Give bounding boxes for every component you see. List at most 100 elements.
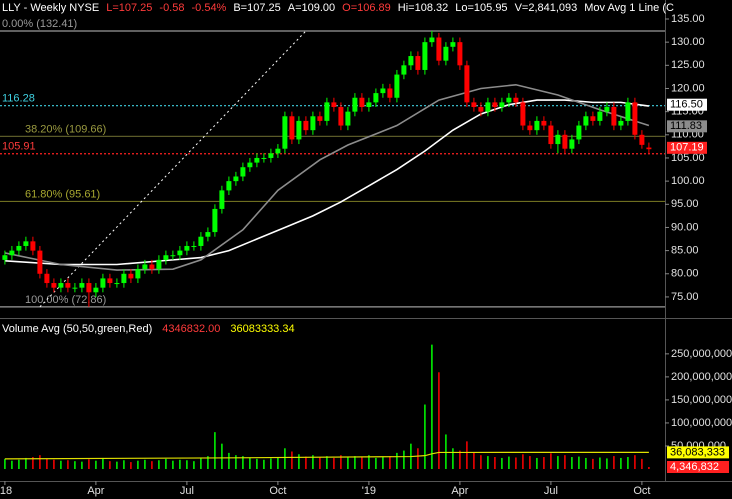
header-text: L=107.25 bbox=[106, 2, 152, 14]
volume-bar bbox=[571, 457, 573, 469]
x-tick-label: '18 bbox=[0, 485, 12, 497]
candle-body bbox=[212, 208, 218, 233]
volume-bar bbox=[564, 455, 566, 469]
candle-body bbox=[184, 245, 190, 251]
volume-bar bbox=[529, 456, 531, 469]
x-tick-label: Jul bbox=[180, 485, 194, 497]
header-text: B=107.25 bbox=[233, 2, 280, 14]
volume-bar bbox=[242, 456, 244, 469]
candle-body bbox=[156, 259, 162, 270]
volume-bar bbox=[18, 459, 20, 469]
x-tick-label: '19 bbox=[362, 485, 376, 497]
candle-body bbox=[58, 283, 64, 288]
volume-bar bbox=[165, 458, 167, 469]
candle-body bbox=[548, 125, 554, 145]
candle-body bbox=[373, 93, 379, 103]
candle-body bbox=[2, 255, 8, 260]
y-tick-label: 80.00 bbox=[671, 268, 699, 280]
volume-bar bbox=[228, 452, 230, 469]
volume-bar bbox=[158, 460, 160, 469]
candle-body bbox=[240, 167, 246, 177]
volume-bar bbox=[151, 461, 153, 469]
volume-average bbox=[4, 451, 649, 460]
price-label: 116.50 bbox=[670, 99, 703, 111]
volume-bar bbox=[648, 466, 650, 469]
volume-bar bbox=[298, 454, 300, 469]
volume-bar bbox=[459, 450, 461, 469]
candle-body bbox=[443, 46, 449, 61]
volume-bar bbox=[361, 457, 363, 469]
price-label: 107.19 bbox=[670, 142, 704, 154]
volume-bar bbox=[452, 448, 454, 469]
header-text: Lo=105.95 bbox=[455, 2, 507, 14]
volume-title: 4346832.00 bbox=[162, 323, 220, 335]
volume-bar bbox=[277, 457, 279, 469]
candle-body bbox=[555, 134, 561, 145]
candle-body bbox=[93, 287, 99, 293]
volume-bar bbox=[585, 457, 587, 469]
y-tick-label: 250,000,000 bbox=[671, 348, 732, 360]
level-label: 116.28 bbox=[2, 93, 35, 105]
y-tick-label: 105.00 bbox=[671, 152, 705, 164]
candle-body bbox=[289, 116, 295, 140]
candle-body bbox=[352, 97, 358, 112]
candle-body bbox=[247, 162, 253, 168]
volume-bar bbox=[550, 453, 552, 469]
candle-body bbox=[219, 190, 225, 209]
candle-body bbox=[401, 65, 407, 75]
x-tick-label: Oct bbox=[269, 485, 286, 497]
candle-body bbox=[387, 88, 393, 98]
volume-bar bbox=[340, 455, 342, 469]
candle-body bbox=[562, 134, 568, 149]
x-tick-label: Apr bbox=[87, 485, 104, 497]
candle-body bbox=[513, 97, 519, 103]
volume-bar bbox=[263, 459, 265, 469]
candle-body bbox=[23, 241, 29, 246]
candle-body bbox=[471, 102, 477, 108]
volume-bar bbox=[333, 457, 335, 469]
volume-bar bbox=[613, 456, 615, 469]
volume-bar bbox=[522, 454, 524, 469]
candle-body bbox=[16, 245, 22, 251]
candle-body bbox=[632, 102, 638, 135]
candle-body bbox=[450, 42, 456, 47]
candle-body bbox=[170, 255, 176, 257]
volume-bar bbox=[417, 448, 419, 469]
candle-body bbox=[65, 283, 71, 288]
y-tick-label: 120.00 bbox=[671, 82, 705, 94]
candle-body bbox=[576, 125, 582, 140]
volume-bar bbox=[25, 457, 27, 469]
volume-bar bbox=[578, 456, 580, 469]
price-label-box bbox=[667, 98, 707, 111]
price-pane: 0.00% (132.41) 116.28 38.20% (109.66) 105.9… bbox=[0, 18, 665, 308]
volume-label-box bbox=[667, 446, 729, 459]
volume-bar bbox=[354, 456, 356, 469]
candle-body bbox=[72, 287, 78, 289]
volume-bar bbox=[501, 457, 503, 469]
candle-body bbox=[282, 116, 288, 149]
level-label: 38.20% (109.66) bbox=[25, 123, 106, 135]
header: LLY - Weekly NYSE L=107.25 -0.58 -0.54% B=10… bbox=[2, 2, 674, 14]
volume-bar bbox=[627, 457, 629, 469]
volume-bar bbox=[193, 461, 195, 469]
volume-bar bbox=[95, 460, 97, 469]
volume-bar bbox=[431, 344, 433, 469]
volume-bar bbox=[473, 452, 475, 469]
candle-body bbox=[100, 278, 106, 288]
candle-body bbox=[226, 181, 232, 191]
candle-body bbox=[303, 120, 309, 131]
volume-bar bbox=[137, 460, 139, 469]
candle-body bbox=[611, 107, 617, 126]
candle-body bbox=[345, 111, 351, 126]
candle-body bbox=[149, 264, 155, 270]
candle-body bbox=[296, 120, 302, 140]
volume-bar bbox=[424, 404, 426, 469]
volume-bar bbox=[536, 457, 538, 469]
candle-body bbox=[324, 102, 330, 121]
candle-body bbox=[541, 120, 547, 126]
y-tick-label: 150,000,000 bbox=[671, 394, 732, 406]
volume-bar bbox=[270, 458, 272, 469]
volume-bar bbox=[382, 457, 384, 469]
candle-body bbox=[625, 102, 631, 121]
